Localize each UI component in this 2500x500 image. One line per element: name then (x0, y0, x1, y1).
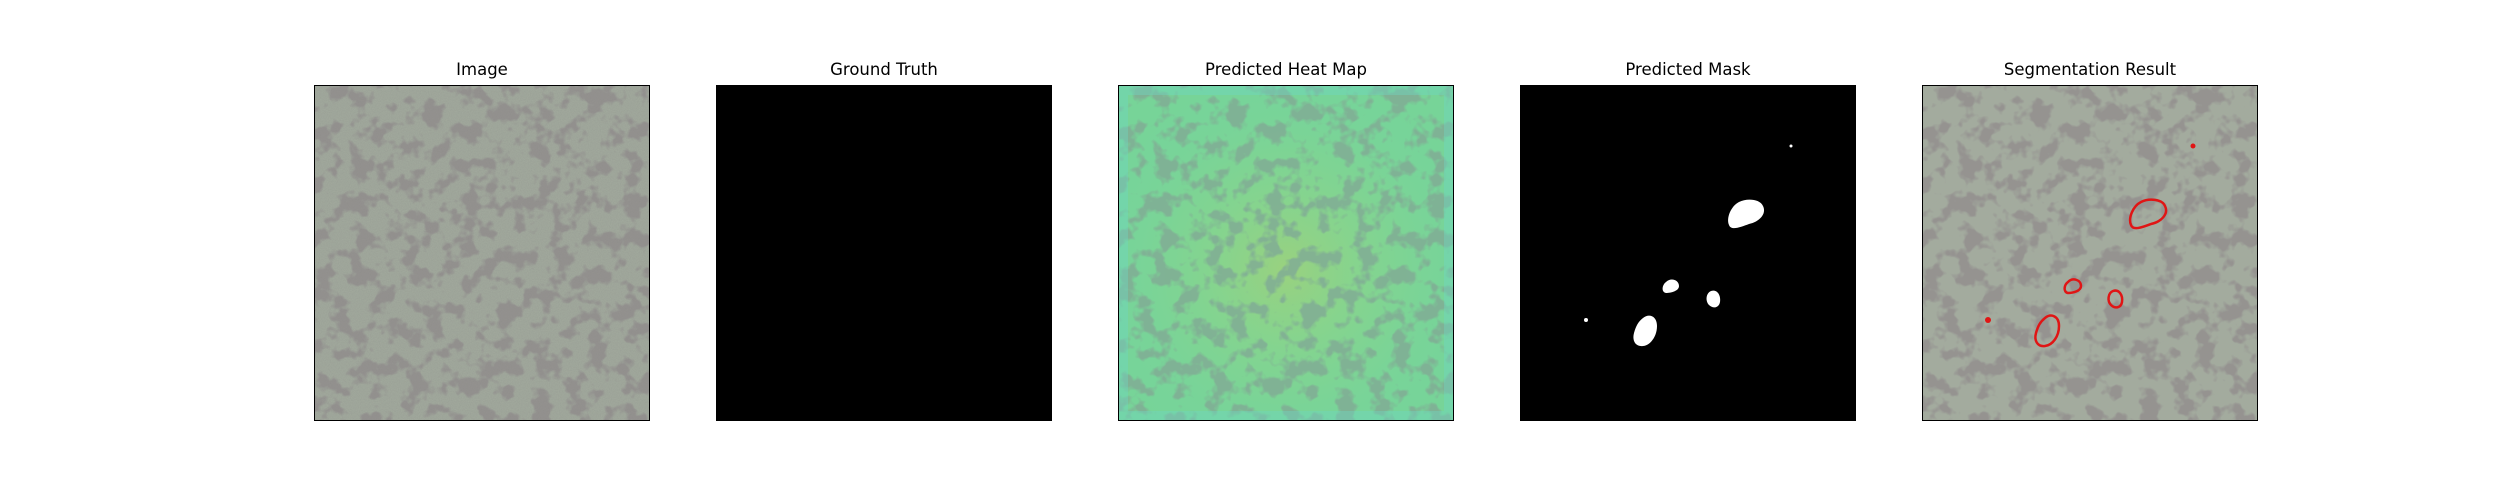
mask-region (1728, 199, 1765, 229)
contour (2128, 198, 2168, 230)
mask-region (1789, 144, 1793, 148)
empty-mask (717, 86, 1051, 420)
heatmap-texture (1119, 86, 1453, 420)
contour (2034, 314, 2061, 348)
texture-grain (315, 86, 649, 420)
panel-ground-truth: Ground Truth (716, 0, 1052, 500)
panel-predicted-mask: Predicted Mask (1520, 0, 1856, 500)
panel-segmentation-result: Segmentation Result (1922, 0, 2258, 500)
mask-region (1633, 315, 1657, 347)
panel-title: Predicted Mask (1625, 60, 1751, 79)
panel-title: Ground Truth (830, 60, 938, 79)
panel-title: Segmentation Result (2003, 60, 2177, 79)
contour-dot (2190, 143, 2196, 149)
contour-dot (1985, 317, 1991, 323)
contour (2107, 289, 2124, 309)
predicted-mask (1520, 85, 1856, 421)
panel-title: Image (456, 60, 508, 79)
panel-heatmap: Predicted Heat Map (1118, 0, 1454, 500)
heatmap-overlay (1118, 85, 1454, 421)
contour-overlay (1922, 85, 2258, 421)
panel-title: Predicted Heat Map (1205, 60, 1367, 79)
mask-region (1706, 290, 1721, 308)
mask-region (1662, 279, 1679, 293)
texture-spots (1923, 86, 2257, 420)
texture-image (314, 85, 650, 421)
ground-truth-mask (716, 85, 1052, 421)
contour (2063, 278, 2083, 295)
panel-image: Image (314, 0, 650, 500)
mask-background (1521, 86, 1855, 420)
mask-region (1584, 318, 1588, 322)
